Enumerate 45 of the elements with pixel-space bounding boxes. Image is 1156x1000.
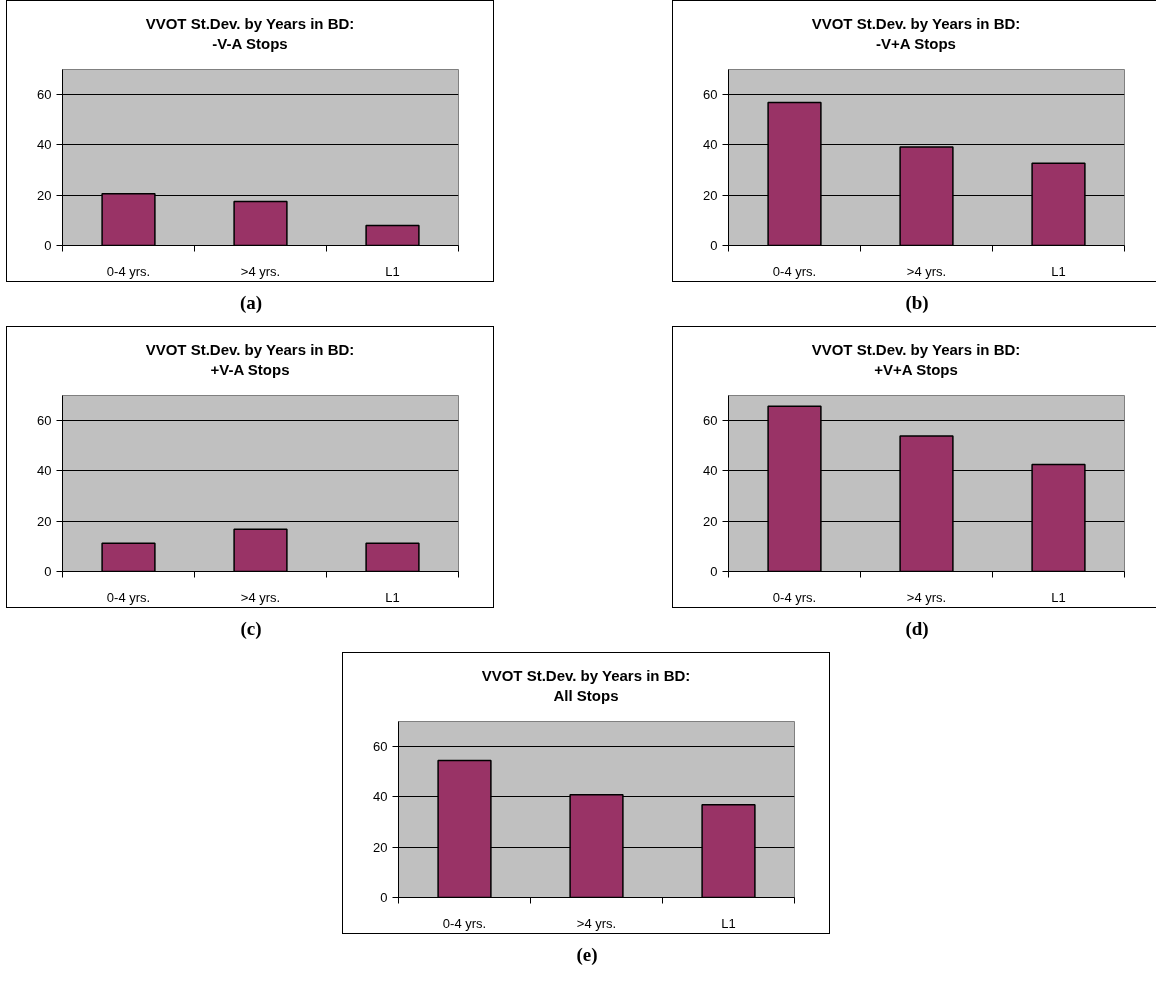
y-tick-label: 0 xyxy=(44,238,52,253)
y-tick-label: 40 xyxy=(703,463,718,479)
x-tick-label: 0-4 yrs. xyxy=(772,589,817,605)
x-tick-label: L1 xyxy=(721,915,736,931)
y-tick-label: 60 xyxy=(37,413,52,429)
chart-title: VVOT St.Dev. by Years in BD: +V+A Stops xyxy=(811,340,1021,380)
x-tick-label: 0-4 yrs. xyxy=(106,263,151,279)
x-tick-label: >4 yrs. xyxy=(576,915,617,931)
y-tick-label: 20 xyxy=(703,187,718,203)
chart-title: VVOT St.Dev. by Years in BD: +V-A Stops xyxy=(145,340,355,380)
y-tick-label: 0 xyxy=(710,238,718,253)
x-tick-label: >4 yrs. xyxy=(240,589,281,605)
y-tick-label: 20 xyxy=(373,839,388,855)
y-tick-label: 40 xyxy=(37,137,52,153)
y-tick-label: 0 xyxy=(44,564,52,579)
text: (a) xyxy=(239,291,263,315)
x-tick-label: >4 yrs. xyxy=(906,263,947,279)
text: (e) xyxy=(576,943,598,967)
y-tick-label: 40 xyxy=(373,789,388,805)
y-tick-label: 60 xyxy=(37,87,52,103)
y-tick-label: 0 xyxy=(710,564,718,579)
x-tick-label: L1 xyxy=(1051,263,1066,279)
y-tick-label: 40 xyxy=(703,137,718,153)
text: (c) xyxy=(240,617,262,641)
chart-title: VVOT St.Dev. by Years in BD: All Stops xyxy=(481,666,691,706)
x-tick-label: 0-4 yrs. xyxy=(106,589,151,605)
x-tick-label: >4 yrs. xyxy=(240,263,281,279)
y-tick-label: 20 xyxy=(37,187,52,203)
y-tick-label: 20 xyxy=(37,513,52,529)
y-tick-label: 60 xyxy=(703,87,718,103)
x-tick-label: 0-4 yrs. xyxy=(442,915,487,931)
text: (b) xyxy=(905,291,929,315)
x-tick-label: >4 yrs. xyxy=(906,589,947,605)
y-tick-label: 60 xyxy=(703,413,718,429)
x-tick-label: L1 xyxy=(1051,589,1066,605)
y-tick-label: 20 xyxy=(703,513,718,529)
x-tick-label: L1 xyxy=(385,589,400,605)
chart-title: VVOT St.Dev. by Years in BD: -V-A Stops xyxy=(145,14,355,54)
x-tick-label: L1 xyxy=(385,263,400,279)
x-tick-label: 0-4 yrs. xyxy=(772,263,817,279)
y-tick-label: 0 xyxy=(380,890,388,905)
chart-title: VVOT St.Dev. by Years in BD: -V+A Stops xyxy=(811,14,1021,54)
y-tick-label: 60 xyxy=(373,739,388,755)
text: (d) xyxy=(905,617,929,641)
y-tick-label: 40 xyxy=(37,463,52,479)
